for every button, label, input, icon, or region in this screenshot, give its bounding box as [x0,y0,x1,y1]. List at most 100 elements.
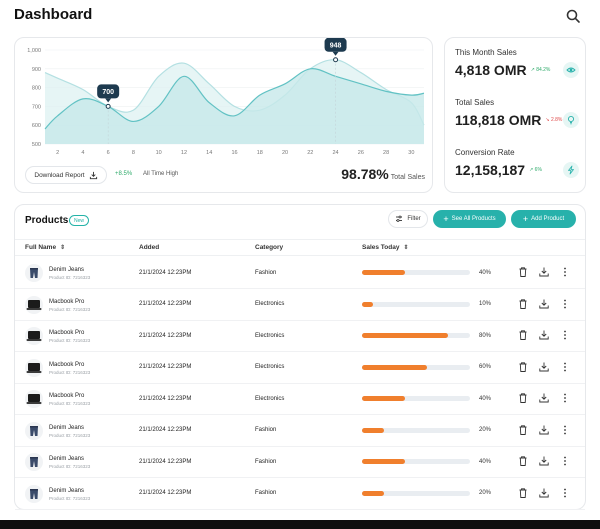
column-full-name[interactable]: Full Name ⇕ [25,244,66,251]
delete-icon[interactable] [517,455,529,467]
sales-progress-fill [362,301,373,307]
sales-percent: 40% [479,458,492,465]
product-id: Product ID: 7216323 [49,495,91,501]
download-icon[interactable] [538,266,550,278]
category: Electronics [255,332,285,339]
download-icon[interactable] [538,455,550,467]
new-badge: New [69,215,90,226]
stat-total-sales: Total Sales 118,818 OMR ↘ 2.8% [455,98,579,128]
sales-progress-bar [362,459,470,464]
stat-label: Total Sales [455,98,495,107]
sales-percent: 10% [479,301,492,307]
more-options-icon[interactable] [559,329,571,341]
table-row[interactable]: Denim Jeans Product ID: 7216323 21/1/2024 … [15,478,585,510]
product-name[interactable]: Denim Jeans [49,424,85,431]
x-tick-label: 20 [282,150,288,156]
y-tick-label: 600 [32,123,41,129]
column-sales-today[interactable]: Sales Today ⇕ [362,244,409,251]
x-tick-label: 2 [56,150,59,156]
more-options-icon[interactable] [559,392,571,404]
more-options-icon[interactable] [559,424,571,436]
more-options-icon[interactable] [559,487,571,499]
table-row[interactable]: Macbook Pro Product ID: 7216323 21/1/2024 … [15,352,585,384]
sales-percent: 20% [479,490,492,496]
table-row[interactable]: Macbook Pro Product ID: 7216323 21/1/2024 … [15,383,585,415]
delete-icon[interactable] [517,392,529,404]
stat-value: 118,818 OMR [455,112,542,128]
bulb-icon[interactable] [563,112,579,128]
product-name[interactable]: Macbook Pro [49,393,85,399]
sales-percent: 40% [479,269,492,276]
x-tick-label: 28 [383,150,389,156]
download-icon[interactable] [538,361,550,373]
product-thumbnail [25,390,43,408]
download-icon[interactable] [538,392,550,404]
sales-progress-fill [362,490,384,496]
product-name[interactable]: Macbook Pro [49,361,85,368]
series-area [45,68,424,144]
product-id: Product ID: 7216323 [49,369,91,375]
download-icon[interactable] [538,487,550,499]
product-name[interactable]: Macbook Pro [49,298,85,305]
product-thumbnail [25,421,43,440]
products-title: Products [25,215,69,226]
product-name[interactable]: Denim Jeans [49,487,85,494]
delete-icon[interactable] [517,298,529,310]
category: Electronics [255,364,285,370]
sales-progress-bar [362,396,470,401]
sort-icon: ⇕ [403,245,409,251]
download-icon[interactable] [538,298,550,310]
product-id: Product ID: 7216323 [49,275,91,280]
filter-button[interactable]: Filter [388,210,428,228]
download-icon[interactable] [538,329,550,341]
product-name[interactable]: Denim Jeans [49,267,85,273]
product-name[interactable]: Denim Jeans [49,456,85,462]
delete-icon[interactable] [517,361,529,373]
more-options-icon[interactable] [559,298,571,310]
added-date: 21/1/2024 12:23PM [139,301,192,307]
plus-icon: + [522,213,529,224]
column-added[interactable]: Added [139,244,160,251]
table-row[interactable]: Macbook Pro Product ID: 7216323 21/1/2024 … [15,289,585,321]
sales-percent: 40% [479,395,492,402]
product-name[interactable]: Macbook Pro [49,330,85,336]
added-date: 21/1/2024 12:23PM [139,427,192,433]
x-tick-label: 10 [156,150,162,156]
eye-icon[interactable] [563,62,579,78]
callout-bubble [97,84,120,99]
x-tick-label: 16 [231,150,237,156]
see-all-products-button[interactable]: + See All Products [433,210,506,228]
table-row[interactable]: Denim Jeans Product ID: 7216323 21/1/2024 … [15,446,585,478]
bolt-icon[interactable] [563,162,579,178]
download-icon[interactable] [538,424,550,436]
bottom-edge-bar [0,520,600,529]
sales-percent: 80% [479,332,492,339]
more-options-icon[interactable] [559,361,571,373]
add-product-button[interactable]: + Add Product [511,210,576,228]
more-options-icon[interactable] [559,266,571,278]
table-row[interactable]: Denim Jeans Product ID: 7216323 21/1/2024 … [15,257,585,289]
delete-icon[interactable] [517,424,529,436]
table-row[interactable]: Denim Jeans Product ID: 7216323 21/1/2024 … [15,415,585,447]
page-title: Dashboard [14,6,93,23]
sales-progress-fill [362,396,406,401]
callout-bubble [324,38,347,52]
download-report-button[interactable]: Download Report [25,166,107,184]
product-thumbnail [25,295,43,314]
added-date: 21/1/2024 12:23PM [139,395,192,402]
download-label: Download Report [34,171,85,179]
delete-icon[interactable] [517,487,529,499]
more-options-icon[interactable] [559,455,571,467]
callout-pointer [105,98,112,103]
table-row[interactable]: Macbook Pro Product ID: 7216323 21/1/2024 … [15,320,585,352]
product-thumbnail [25,484,43,503]
chart-footer: Download Report +8.5% All Time High 98.7… [25,166,425,186]
product-id: Product ID: 7216323 [49,306,91,312]
product-thumbnail [25,327,43,345]
column-category[interactable]: Category [255,244,284,251]
search-icon[interactable] [565,8,581,24]
added-date: 21/1/2024 12:23PM [139,458,192,465]
delete-icon[interactable] [517,266,529,278]
delete-icon[interactable] [517,329,529,341]
